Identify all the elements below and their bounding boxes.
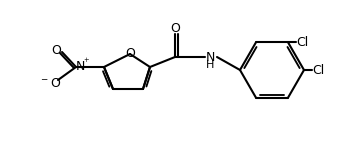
Text: H: H <box>206 60 214 70</box>
Text: $^-$O: $^-$O <box>39 77 61 89</box>
Text: Cl: Cl <box>296 36 308 49</box>
Text: O: O <box>51 43 61 57</box>
Text: N: N <box>75 59 85 73</box>
Text: Cl: Cl <box>312 63 324 77</box>
Text: $^+$: $^+$ <box>82 57 90 67</box>
Text: O: O <box>125 46 135 59</box>
Text: O: O <box>170 21 180 35</box>
Text: N: N <box>205 51 215 63</box>
